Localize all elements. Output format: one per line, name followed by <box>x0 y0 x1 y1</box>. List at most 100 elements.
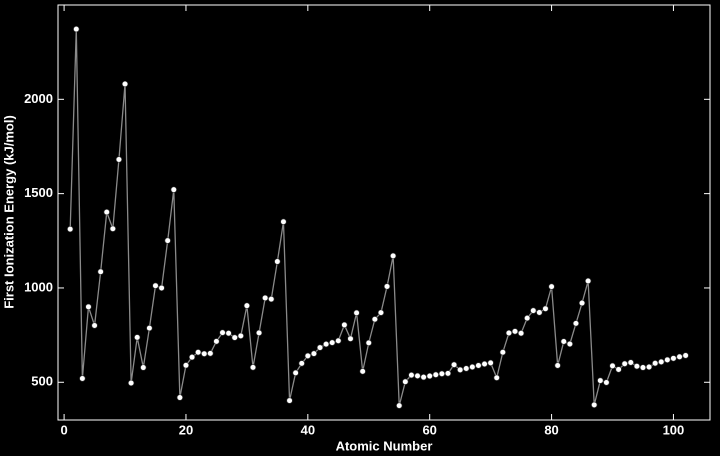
data-point <box>524 315 531 322</box>
data-point <box>280 218 287 225</box>
data-point <box>201 350 208 357</box>
data-point <box>115 156 123 163</box>
data-point <box>438 370 445 377</box>
data-point <box>146 325 153 332</box>
data-point <box>243 302 250 309</box>
data-point <box>365 339 372 346</box>
data-point <box>103 209 110 216</box>
data-point <box>134 334 141 341</box>
data-point <box>572 320 580 327</box>
data-point <box>298 360 305 367</box>
y-tick-label: 2000 <box>24 91 53 106</box>
data-point <box>548 283 555 290</box>
data-point <box>609 362 616 369</box>
data-point <box>97 268 104 275</box>
data-point <box>682 352 689 359</box>
x-tick-label: 0 <box>60 422 67 437</box>
data-point <box>268 295 275 303</box>
data-point <box>408 372 415 379</box>
y-tick-label: 1000 <box>24 279 53 294</box>
data-point <box>542 305 549 312</box>
data-point <box>121 80 129 88</box>
data-point <box>225 330 232 337</box>
data-point <box>578 299 586 307</box>
data-point <box>292 369 299 376</box>
data-point <box>79 375 86 382</box>
data-point <box>499 349 506 356</box>
data-point <box>274 258 281 265</box>
data-point <box>536 309 543 316</box>
data-point <box>231 334 238 341</box>
x-tick-label: 80 <box>544 422 558 437</box>
data-point <box>597 377 604 384</box>
data-point <box>511 328 519 335</box>
data-point <box>444 370 452 377</box>
data-point <box>627 359 634 366</box>
data-point <box>207 350 214 357</box>
data-line <box>69 29 686 406</box>
data-point <box>176 394 183 401</box>
data-point <box>219 329 226 336</box>
data-point <box>658 358 665 366</box>
x-axis-label: Atomic Number <box>336 438 433 453</box>
y-axis-label: First Ionization Energy (kJ/mol) <box>1 115 16 309</box>
data-point <box>560 338 567 345</box>
data-point <box>621 360 628 367</box>
data-point <box>414 372 421 379</box>
data-point <box>518 330 525 337</box>
data-point <box>335 337 342 344</box>
data-point <box>457 366 464 373</box>
data-point <box>359 368 366 375</box>
data-point <box>426 372 433 380</box>
data-point <box>152 282 159 289</box>
data-point <box>585 277 592 285</box>
data-point <box>128 379 135 387</box>
data-point <box>566 340 573 348</box>
data-point <box>664 356 671 363</box>
data-point <box>188 354 196 361</box>
data-point <box>633 363 640 370</box>
data-point <box>481 360 488 368</box>
data-point <box>676 353 683 360</box>
data-point <box>450 361 458 368</box>
data-point <box>402 378 409 385</box>
data-point <box>182 362 190 369</box>
data-point <box>493 374 500 381</box>
data-point <box>347 335 354 342</box>
x-tick-label: 100 <box>663 422 685 437</box>
data-point <box>353 309 360 316</box>
data-point <box>377 309 385 316</box>
y-tick-label: 500 <box>31 374 53 389</box>
data-point <box>329 339 336 346</box>
data-point <box>158 284 165 292</box>
data-point <box>140 364 147 371</box>
data-point <box>615 366 622 373</box>
data-point <box>195 349 202 356</box>
data-point <box>109 225 116 232</box>
data-point <box>262 294 269 302</box>
data-point <box>670 355 677 362</box>
data-point <box>603 379 610 386</box>
plot-frame <box>57 4 711 421</box>
data-point <box>237 332 244 339</box>
data-point <box>85 303 92 310</box>
x-tick-label: 20 <box>179 422 193 437</box>
data-point <box>255 329 263 336</box>
data-point <box>652 360 659 367</box>
data-point <box>383 283 391 290</box>
data-point <box>591 401 598 409</box>
data-point <box>371 316 378 323</box>
data-point <box>530 307 537 314</box>
data-point <box>91 322 98 329</box>
data-point <box>463 365 470 372</box>
y-tick-label: 1500 <box>24 185 53 200</box>
data-point <box>316 344 324 351</box>
data-point <box>164 237 171 244</box>
data-point <box>639 364 647 371</box>
data-point <box>67 226 74 233</box>
data-point <box>469 363 476 371</box>
data-point <box>645 363 653 371</box>
data-point <box>304 352 311 359</box>
data-point <box>475 362 482 369</box>
